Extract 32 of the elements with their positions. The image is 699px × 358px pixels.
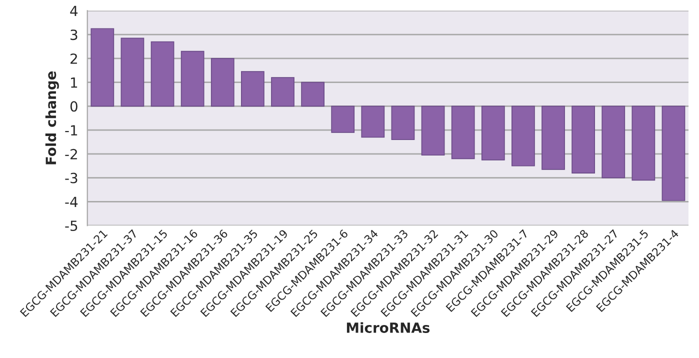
x-axis-title: MicroRNAs [346,322,430,333]
y-tick-label: 0 [70,101,78,112]
bar [271,77,294,107]
bar [90,28,114,107]
bar [120,38,144,107]
y-tick-label: -4 [65,196,78,207]
y-tick-label: -2 [65,148,77,160]
y-tick-label: 1 [71,77,78,88]
y-axis-title: Fold change [45,71,59,164]
bar [662,106,686,201]
y-tick-label: -3 [65,172,78,184]
y-tick-label: -1 [65,125,78,136]
bar [421,106,445,156]
bar [451,106,475,160]
bar [210,58,234,107]
bar [512,106,535,166]
bar [632,106,656,181]
y-tick-label: 4 [70,6,78,16]
bar [572,106,596,174]
bar [331,106,355,133]
y-tick-label: 3 [70,30,78,40]
y-tick-label: -5 [65,220,78,232]
bar [542,106,565,170]
bar [602,106,626,178]
bar [301,82,324,107]
bar [240,71,264,107]
bar [150,41,174,107]
bar [391,106,415,140]
bar [361,106,385,138]
y-tick-label: 2 [70,53,77,64]
bar [481,106,505,160]
bar [180,50,204,107]
